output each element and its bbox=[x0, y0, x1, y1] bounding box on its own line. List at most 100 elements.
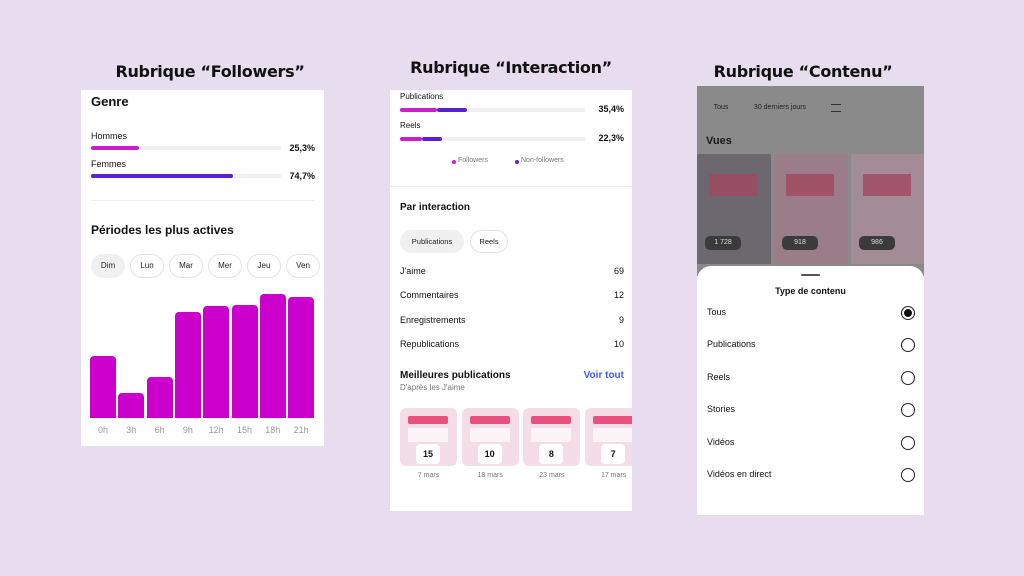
radio[interactable] bbox=[901, 338, 915, 353]
option-label[interactable]: Reels bbox=[707, 371, 731, 382]
x-tick-label: 18h bbox=[265, 425, 281, 435]
bar bbox=[118, 393, 145, 418]
heading: Par interaction bbox=[400, 202, 471, 213]
track bbox=[400, 108, 585, 112]
sheet-handle bbox=[801, 274, 820, 276]
divider bbox=[390, 186, 632, 187]
option-label[interactable]: Stories bbox=[707, 404, 736, 415]
thumbnail-text bbox=[593, 428, 632, 442]
post-thumbnail[interactable]: 7 bbox=[585, 408, 632, 466]
option-label[interactable]: Vidéos bbox=[707, 436, 735, 447]
legend-label: Followers bbox=[458, 157, 488, 164]
label: Hommes bbox=[91, 131, 128, 141]
view-thumbnail: 918 bbox=[774, 154, 848, 264]
legend-label: Non-followers bbox=[521, 157, 564, 164]
x-tick-label: 21h bbox=[293, 425, 309, 435]
metric-value: 69 bbox=[613, 266, 624, 276]
thumbnail-text bbox=[408, 428, 448, 442]
post-date: 7 mars bbox=[417, 472, 440, 479]
thumbnail-text bbox=[786, 174, 834, 196]
thumbnail-banner bbox=[531, 416, 572, 424]
view-count: 918 bbox=[782, 236, 818, 250]
radio[interactable] bbox=[901, 370, 915, 385]
count-badge: 10 bbox=[477, 444, 502, 464]
tab[interactable]: Publications bbox=[400, 230, 464, 253]
post-date: 23 mars bbox=[539, 472, 565, 479]
radio[interactable] bbox=[901, 306, 915, 320]
sheet-title: Type de contenu bbox=[775, 286, 846, 296]
bar bbox=[288, 297, 315, 418]
x-tick-label: 9h bbox=[182, 425, 193, 435]
segment bbox=[422, 137, 443, 141]
radio[interactable] bbox=[901, 435, 915, 450]
post-date: 17 mars bbox=[600, 472, 627, 479]
radio[interactable] bbox=[901, 468, 915, 482]
heading: Genre bbox=[91, 94, 129, 109]
thumbnail-text bbox=[469, 428, 510, 442]
view-count: 986 bbox=[859, 236, 895, 250]
legend-dot bbox=[515, 160, 519, 164]
post-thumbnail[interactable]: 15 bbox=[400, 408, 457, 466]
option-label[interactable]: Vidéos en direct bbox=[707, 469, 772, 479]
value-label: 35,4% bbox=[598, 104, 624, 114]
filter-icon[interactable] bbox=[831, 104, 841, 112]
bar bbox=[146, 377, 173, 418]
radio-dot bbox=[904, 309, 912, 317]
progress-bar bbox=[91, 174, 233, 178]
track bbox=[91, 146, 281, 150]
segment bbox=[437, 108, 468, 112]
value-label: 25,3% bbox=[289, 143, 315, 153]
metric-label: Republications bbox=[400, 338, 460, 349]
bar bbox=[174, 312, 201, 418]
x-tick-label: 3h bbox=[126, 425, 137, 435]
thumbnail-banner bbox=[469, 416, 510, 424]
bar bbox=[203, 306, 230, 418]
section-title: Rubrique “Interaction” bbox=[410, 58, 612, 77]
subtitle: D'après les J'aime bbox=[400, 383, 465, 392]
metric-label: Commentaires bbox=[400, 290, 459, 301]
metric-value: 9 bbox=[618, 314, 624, 325]
bar bbox=[231, 305, 258, 418]
option-label[interactable]: Tous bbox=[707, 307, 727, 317]
section-title: Rubrique “Contenu” bbox=[713, 62, 893, 81]
count-badge: 15 bbox=[416, 444, 440, 464]
heading: Meilleures publications bbox=[400, 370, 511, 381]
filter-pill[interactable]: Tous bbox=[713, 104, 729, 111]
filter-pill[interactable]: 30 derniers jours bbox=[753, 104, 807, 111]
thumbnail-text bbox=[863, 174, 911, 196]
post-thumbnail[interactable]: 10 bbox=[461, 408, 519, 466]
metric-value: 10 bbox=[613, 338, 624, 349]
option-label[interactable]: Publications bbox=[707, 339, 756, 350]
tab[interactable]: Reels bbox=[470, 230, 508, 253]
segment bbox=[400, 137, 423, 141]
legend-dot bbox=[452, 160, 456, 164]
metric-label: Enregistrements bbox=[400, 314, 466, 325]
day-pill[interactable]: Ven bbox=[286, 254, 320, 278]
view-count: 1 728 bbox=[705, 236, 741, 250]
bar bbox=[259, 294, 286, 418]
day-pill[interactable]: Dim bbox=[91, 254, 125, 278]
day-pill[interactable]: Mar bbox=[169, 254, 203, 278]
thumbnail-banner bbox=[593, 416, 632, 424]
day-pill[interactable]: Mer bbox=[208, 254, 242, 278]
link[interactable]: Voir tout bbox=[583, 370, 624, 381]
thumbnail-text bbox=[531, 428, 572, 442]
radio[interactable] bbox=[901, 403, 915, 418]
x-tick-label: 12h bbox=[208, 425, 224, 435]
thumbnail-text bbox=[709, 174, 757, 196]
contenu-panel: Tous 30 derniers jours Vues 1 728 918 986 Type… bbox=[697, 86, 924, 515]
day-pill[interactable]: Lun bbox=[130, 254, 164, 278]
post-thumbnail[interactable]: 8 bbox=[523, 408, 581, 466]
metric-label: J'aime bbox=[400, 266, 426, 276]
segment bbox=[400, 108, 438, 112]
x-tick-label: 6h bbox=[154, 425, 165, 435]
label: Publications bbox=[400, 92, 444, 101]
value-label: 22,3% bbox=[598, 133, 624, 143]
post-date: 18 mars bbox=[477, 472, 503, 479]
heading: Vues bbox=[706, 135, 732, 147]
count-badge: 8 bbox=[539, 444, 564, 464]
heading: Périodes les plus actives bbox=[91, 223, 234, 237]
day-pill[interactable]: Jeu bbox=[247, 254, 281, 278]
bar bbox=[90, 356, 116, 418]
